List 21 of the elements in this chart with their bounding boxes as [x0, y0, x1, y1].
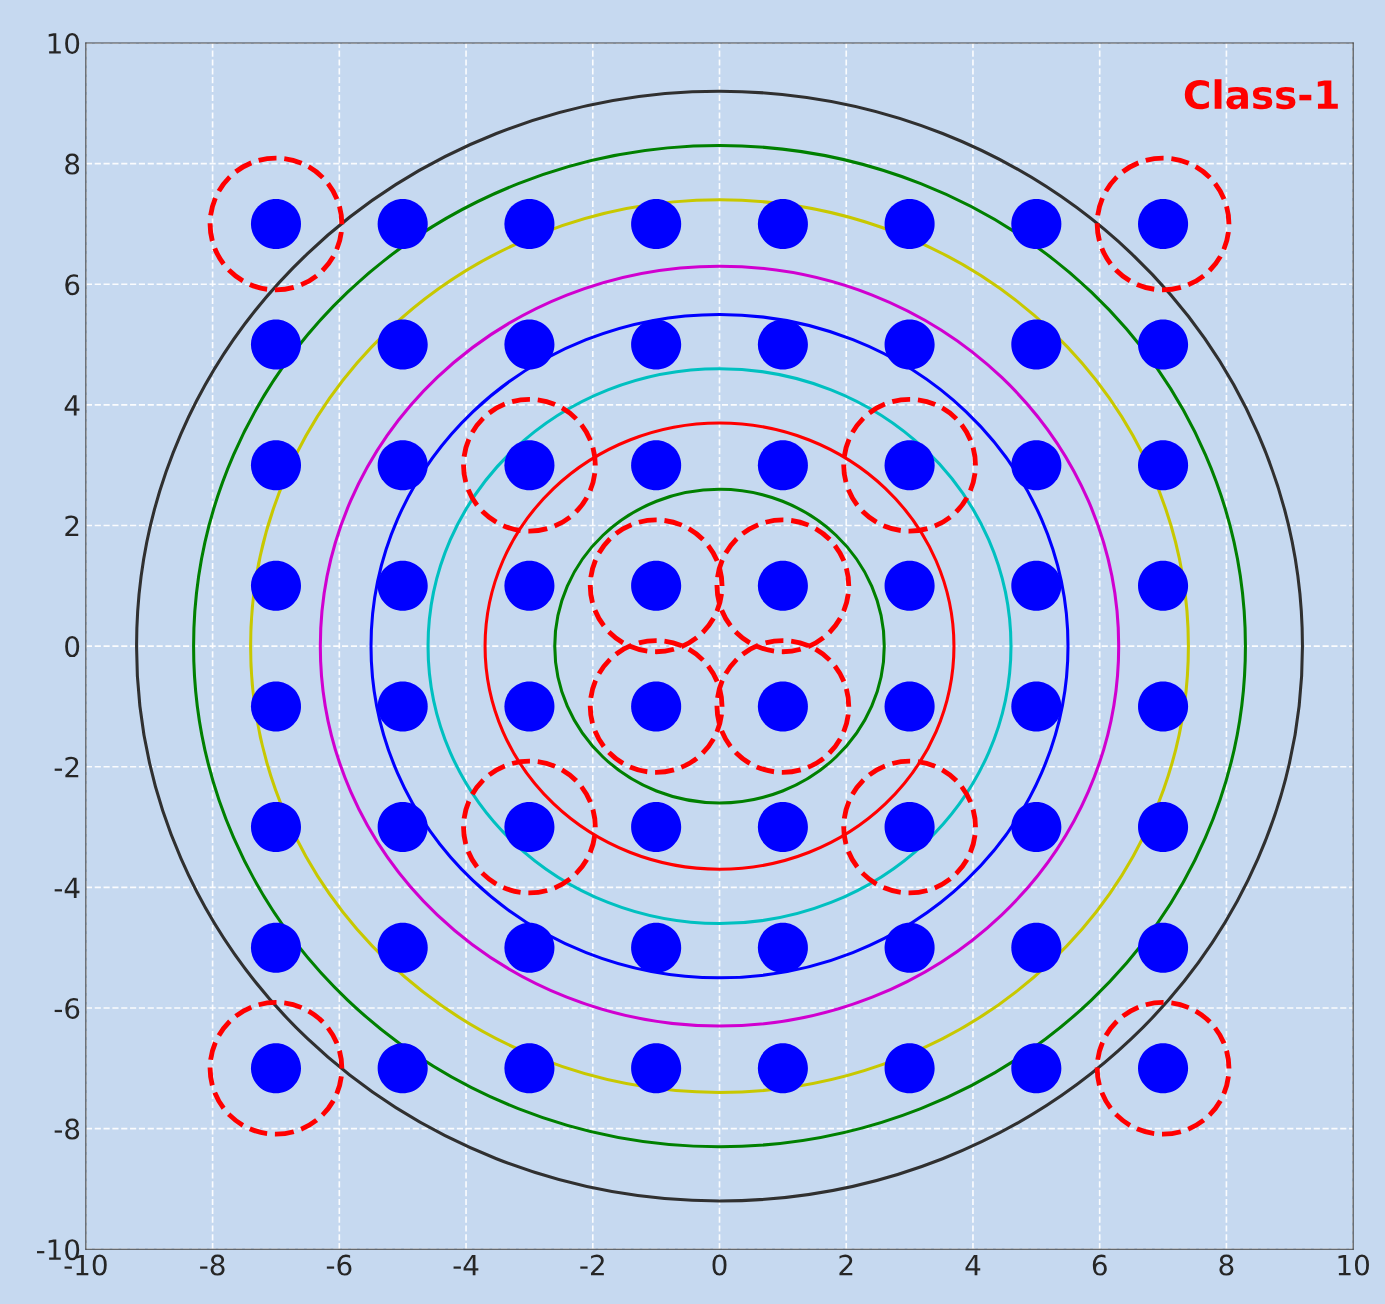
y-tick-label: 6 [65, 274, 80, 296]
y-tick-label: 0 [65, 636, 80, 658]
y-tick-label: -4 [54, 877, 80, 898]
x-tick-label: 0 [712, 1254, 727, 1276]
y-tick-label: 10 [48, 32, 80, 54]
x-tick-label: 10 [1338, 1254, 1369, 1276]
x-tick-label: 2 [839, 1254, 853, 1276]
x-tick-label: -2 [580, 1254, 604, 1276]
y-tick-label: 2 [65, 515, 79, 537]
y-tick-label: -2 [54, 756, 79, 778]
x-tick-label: -4 [453, 1254, 479, 1276]
x-tick-label: -6 [326, 1254, 352, 1276]
x-tick-label: 4 [965, 1254, 981, 1276]
x-tick-label: 8 [1219, 1254, 1234, 1276]
annotation: Class-1 [1184, 79, 1338, 110]
y-tick-label: 8 [65, 153, 80, 175]
y-tick-label: -6 [54, 997, 80, 1019]
x-tick-label: 6 [1092, 1254, 1107, 1276]
y-tick-label: -8 [54, 1118, 80, 1140]
y-tick-label: 4 [64, 395, 80, 416]
x-tick-label: -8 [200, 1254, 225, 1276]
